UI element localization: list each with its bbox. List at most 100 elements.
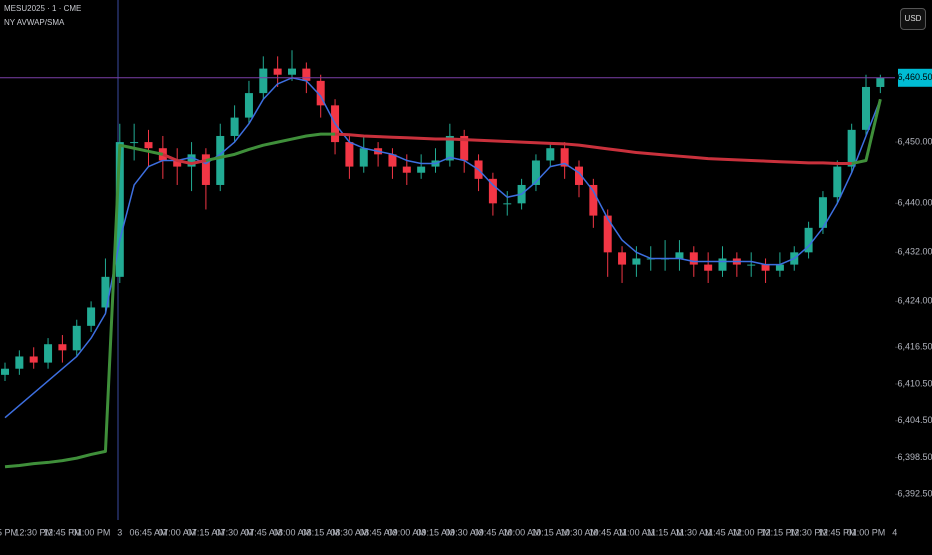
candle-body <box>302 68 311 81</box>
candle-body <box>675 252 684 259</box>
y-tick-label: 6,392.50 <box>897 489 932 499</box>
candle-body <box>589 184 598 216</box>
y-tick-label: 6,404.50 <box>897 415 932 425</box>
candle-body <box>503 203 512 205</box>
candle-body <box>244 93 253 118</box>
y-tick-label: 6,432.00 <box>897 247 932 257</box>
indicator-label: NY AVWAP/SMA <box>4 18 65 27</box>
candle-body <box>531 160 540 185</box>
x-tick-label: 11:30 AM <box>675 527 712 537</box>
indicator-line <box>162 132 852 166</box>
x-tick-label: 10:30 AM <box>560 527 598 537</box>
y-tick-label: 6,410.50 <box>897 378 932 388</box>
x-tick-label: 4 <box>892 527 897 537</box>
candle-body <box>417 166 426 173</box>
x-tick-label: 11:45 AM <box>704 527 741 537</box>
x-tick-label: 12:00 PM <box>732 527 771 537</box>
candle-body <box>818 197 827 228</box>
candle-body <box>216 135 225 185</box>
y-tick-label: 6,424.00 <box>897 296 932 306</box>
candle-body <box>804 227 813 253</box>
x-tick-label: 11:00 AM <box>618 527 655 537</box>
candle-body <box>187 154 196 167</box>
x-tick-label: 08:15 AM <box>302 527 340 537</box>
candle-body <box>761 264 770 271</box>
candle-body <box>87 307 96 326</box>
candle-body <box>259 68 268 94</box>
y-tick-label: 6,440.00 <box>897 198 932 208</box>
candle-body <box>359 148 368 167</box>
candle-body <box>15 356 24 369</box>
candle-body <box>72 325 81 351</box>
candle-body <box>575 166 583 185</box>
x-tick-label: 09:30 AM <box>445 527 483 537</box>
x-tick-label: 12:30 PM <box>789 527 828 537</box>
candle-body <box>101 276 110 308</box>
symbol-label: MESU2025 · 1 · CME <box>4 4 82 13</box>
candle-body <box>775 264 784 271</box>
candle-body <box>58 344 67 351</box>
candle-body <box>704 264 713 271</box>
currency-button[interactable]: USD <box>900 8 926 30</box>
x-tick-label: 10:45 AM <box>589 527 627 537</box>
candle-body <box>560 148 569 167</box>
x-tick-label: 12:15 PM <box>761 527 800 537</box>
candle-body <box>144 142 153 149</box>
candle-body <box>833 166 842 198</box>
candle-body <box>115 142 124 277</box>
x-tick-label: 07:30 AM <box>216 527 254 537</box>
y-tick-label: 6,398.50 <box>897 452 932 462</box>
candle-body <box>603 215 612 253</box>
candle-body <box>201 154 210 185</box>
y-tick-label: 6,450.00 <box>897 136 932 146</box>
x-tick-label: 08:00 AM <box>273 527 311 537</box>
candle-body <box>618 252 627 265</box>
x-tick-label: 07:15 AM <box>187 527 225 537</box>
x-tick-label: 11:15 AM <box>646 527 683 537</box>
x-tick-label: 15 PM <box>0 527 18 537</box>
x-tick-label: 12:45 PM <box>43 527 82 537</box>
candle-body <box>876 77 885 87</box>
x-tick-label: 01:00 PM <box>72 527 111 537</box>
x-tick-label: 08:45 AM <box>359 527 397 537</box>
x-tick-label: 06:45 AM <box>129 527 167 537</box>
candle-body <box>847 129 856 167</box>
x-tick-label: 09:00 AM <box>388 527 426 537</box>
candle-body <box>689 252 698 265</box>
candle-body <box>402 166 411 173</box>
candle-body <box>546 148 555 161</box>
indicator-line <box>4 77 882 419</box>
candle-body <box>29 356 38 363</box>
candle-body <box>316 80 325 106</box>
x-tick-label: 01:00 PM <box>847 527 886 537</box>
candle-body <box>747 264 756 266</box>
candle-body <box>288 68 296 75</box>
candle-body <box>345 142 354 167</box>
price-label-box <box>898 68 932 87</box>
x-tick-label: 10:00 AM <box>503 527 541 537</box>
candle-body <box>44 344 53 363</box>
candle-body <box>173 160 182 167</box>
candle-body <box>632 258 641 265</box>
candle-body <box>273 68 282 75</box>
candle-body <box>445 135 454 161</box>
candle-body <box>230 117 239 136</box>
candle-body <box>488 178 497 204</box>
x-tick-label: 12:45 PM <box>818 527 857 537</box>
x-tick-label: 09:15 AM <box>416 527 454 537</box>
x-tick-label: 07:45 AM <box>244 527 282 537</box>
candle-body <box>862 86 870 130</box>
x-tick-label: 3 <box>117 527 122 537</box>
candle-body <box>388 154 397 167</box>
x-tick-label: 12:30 PM <box>14 527 53 537</box>
candle-body <box>718 258 727 271</box>
candle-body <box>1 368 9 375</box>
price-label: 6,460.50 <box>897 72 932 82</box>
x-tick-label: 07:00 AM <box>158 527 196 537</box>
indicator-line <box>4 98 882 469</box>
x-tick-label: 08:30 AM <box>330 527 368 537</box>
candle-body <box>130 142 139 144</box>
y-tick-label: 6,416.50 <box>897 342 932 352</box>
